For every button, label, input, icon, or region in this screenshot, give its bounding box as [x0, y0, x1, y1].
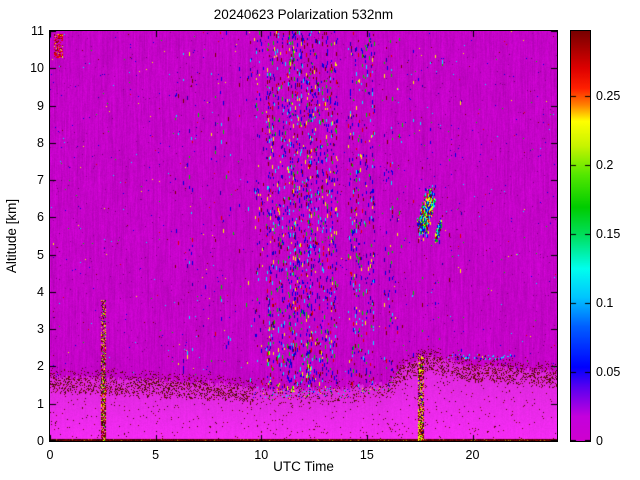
- colorbar-tick-label: 0.05: [596, 364, 621, 379]
- y-tick-label: 3: [37, 322, 44, 337]
- y-tick-label: 0: [37, 434, 44, 448]
- x-tick-label: 15: [359, 448, 374, 462]
- colorbar-tick-label: 0.25: [596, 88, 621, 103]
- x-tick-label: 20: [465, 448, 480, 462]
- y-tick-label: 10: [30, 61, 44, 76]
- colorbar: [570, 30, 591, 442]
- colorbar-tick-label: 0.2: [596, 157, 614, 172]
- heatmap-canvas: [50, 31, 557, 441]
- y-tick-label: 4: [37, 284, 44, 299]
- x-tick-label: 10: [254, 448, 269, 462]
- y-tick-label: 2: [37, 359, 44, 374]
- y-axis-label: Altitude [km]: [4, 198, 19, 274]
- x-tick-label: 0: [46, 448, 54, 462]
- y-tick-label: 7: [37, 173, 44, 188]
- x-tick-label: 5: [152, 448, 160, 462]
- plot-title: 20240623 Polarization 532nm: [213, 7, 394, 22]
- y-tick-label: 8: [37, 135, 44, 150]
- y-tick-label: 1: [37, 396, 44, 411]
- x-axis-label: UTC Time: [273, 459, 334, 474]
- plot-area: [49, 30, 558, 442]
- colorbar-tick-label: 0.1: [596, 295, 614, 310]
- y-tick-label: 11: [31, 24, 44, 38]
- colorbar-tick-label: 0: [596, 434, 603, 448]
- y-tick-label: 6: [37, 210, 44, 225]
- y-tick-label: 5: [37, 247, 44, 262]
- y-tick-label: 9: [37, 98, 44, 113]
- colorbar-tick-label: 0.15: [596, 226, 621, 241]
- colorbar-canvas: [571, 31, 590, 441]
